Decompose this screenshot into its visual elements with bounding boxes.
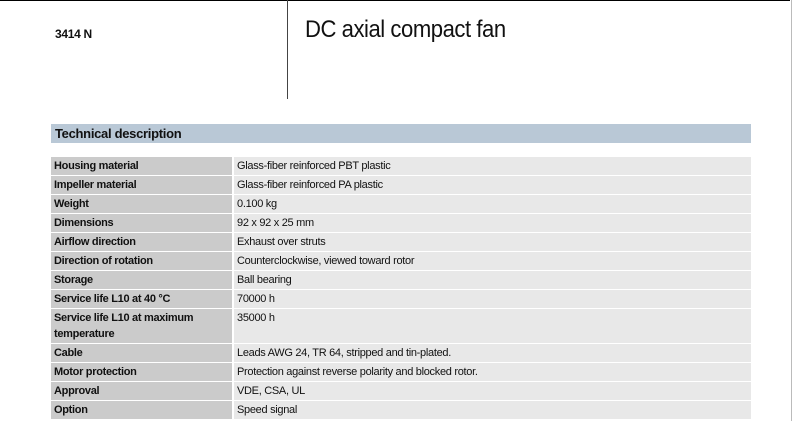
spec-label: Weight bbox=[51, 195, 232, 213]
spec-label: Option bbox=[51, 401, 232, 419]
table-row: Option Speed signal bbox=[51, 401, 751, 419]
spec-table: Housing material Glass-fiber reinforced P… bbox=[51, 157, 751, 420]
spec-value: Exhaust over struts bbox=[234, 233, 751, 251]
spec-value: Speed signal bbox=[234, 401, 751, 419]
table-row: Weight 0.100 kg bbox=[51, 195, 751, 213]
page-title: DC axial compact fan bbox=[305, 16, 506, 43]
table-row: Impeller material Glass-fiber reinforced … bbox=[51, 176, 751, 194]
spec-label: Impeller material bbox=[51, 176, 232, 194]
table-row: Cable Leads AWG 24, TR 64, stripped and t… bbox=[51, 344, 751, 362]
section-title: Technical description bbox=[55, 126, 182, 141]
model-number: 3414 N bbox=[55, 27, 92, 41]
right-border bbox=[791, 0, 792, 421]
table-row: Airflow direction Exhaust over struts bbox=[51, 233, 751, 251]
spec-value: Protection against reverse polarity and … bbox=[234, 363, 751, 381]
table-row: Housing material Glass-fiber reinforced P… bbox=[51, 157, 751, 175]
table-row: Service life L10 at maximum temperature 3… bbox=[51, 309, 751, 343]
spec-value: 92 x 92 x 25 mm bbox=[234, 214, 751, 232]
spec-value: 35000 h bbox=[234, 309, 751, 343]
table-row: Dimensions 92 x 92 x 25 mm bbox=[51, 214, 751, 232]
spec-value: Leads AWG 24, TR 64, stripped and tin-pl… bbox=[234, 344, 751, 362]
spec-label: Direction of rotation bbox=[51, 252, 232, 270]
table-row: Motor protection Protection against rever… bbox=[51, 363, 751, 381]
spec-label: Cable bbox=[51, 344, 232, 362]
spec-value: VDE, CSA, UL bbox=[234, 382, 751, 400]
spec-value: Counterclockwise, viewed toward rotor bbox=[234, 252, 751, 270]
spec-label: Airflow direction bbox=[51, 233, 232, 251]
spec-value: 0.100 kg bbox=[234, 195, 751, 213]
spec-value: Glass-fiber reinforced PA plastic bbox=[234, 176, 751, 194]
spec-label: Service life L10 at maximum temperature bbox=[51, 309, 232, 343]
spec-label: Service life L10 at 40 °C bbox=[51, 290, 232, 308]
spec-label: Housing material bbox=[51, 157, 232, 175]
spec-value: Glass-fiber reinforced PBT plastic bbox=[234, 157, 751, 175]
table-row: Approval VDE, CSA, UL bbox=[51, 382, 751, 400]
spec-label: Storage bbox=[51, 271, 232, 289]
table-row: Storage Ball bearing bbox=[51, 271, 751, 289]
top-border bbox=[0, 0, 790, 1]
spec-value: Ball bearing bbox=[234, 271, 751, 289]
spec-label: Approval bbox=[51, 382, 232, 400]
table-row: Direction of rotation Counterclockwise, v… bbox=[51, 252, 751, 270]
spec-value: 70000 h bbox=[234, 290, 751, 308]
section-header: Technical description bbox=[51, 124, 751, 143]
header-divider bbox=[287, 0, 288, 99]
spec-label: Dimensions bbox=[51, 214, 232, 232]
table-row: Service life L10 at 40 °C 70000 h bbox=[51, 290, 751, 308]
spec-label: Motor protection bbox=[51, 363, 232, 381]
